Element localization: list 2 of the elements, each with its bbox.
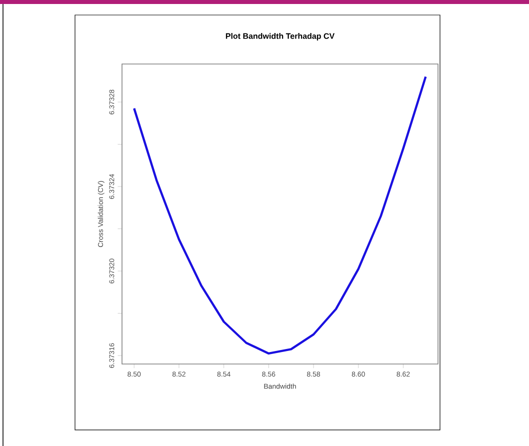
chart-title: Plot Bandwidth Terhadap CV [226,33,335,40]
line-series [133,76,427,355]
